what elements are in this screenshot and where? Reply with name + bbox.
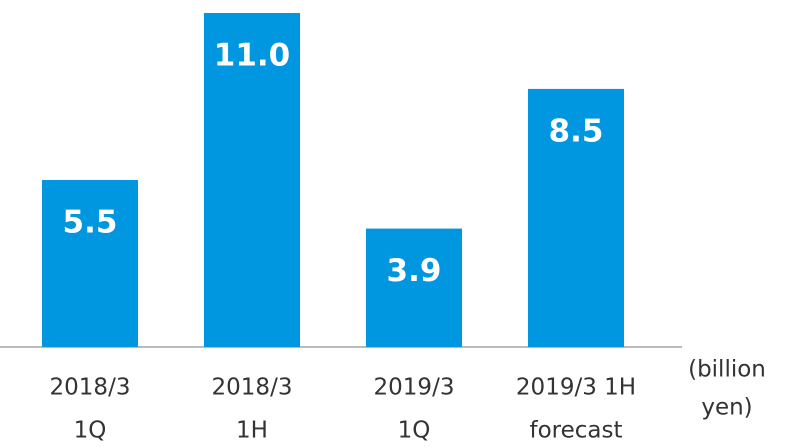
x-tick-label: 1H [236, 418, 268, 444]
x-tick-label: 2018/3 [212, 375, 293, 401]
x-tick-label: 2019/3 [374, 375, 455, 401]
x-tick-label: 1Q [398, 418, 431, 444]
x-tick-label: 2019/3 1H [516, 375, 636, 401]
bar [42, 180, 138, 347]
unit-label: (billion [688, 357, 766, 383]
unit-label: yen) [701, 395, 752, 421]
bar [528, 88, 624, 347]
x-tick-label: forecast [529, 418, 622, 444]
x-tick-label: 1Q [74, 418, 107, 444]
bar [366, 228, 462, 347]
bar [204, 13, 300, 347]
value-label: 8.5 [549, 113, 604, 149]
value-label: 5.5 [63, 205, 118, 241]
value-label: 3.9 [387, 253, 442, 289]
value-label: 11.0 [214, 38, 291, 74]
x-tick-label: 2018/3 [50, 375, 131, 401]
